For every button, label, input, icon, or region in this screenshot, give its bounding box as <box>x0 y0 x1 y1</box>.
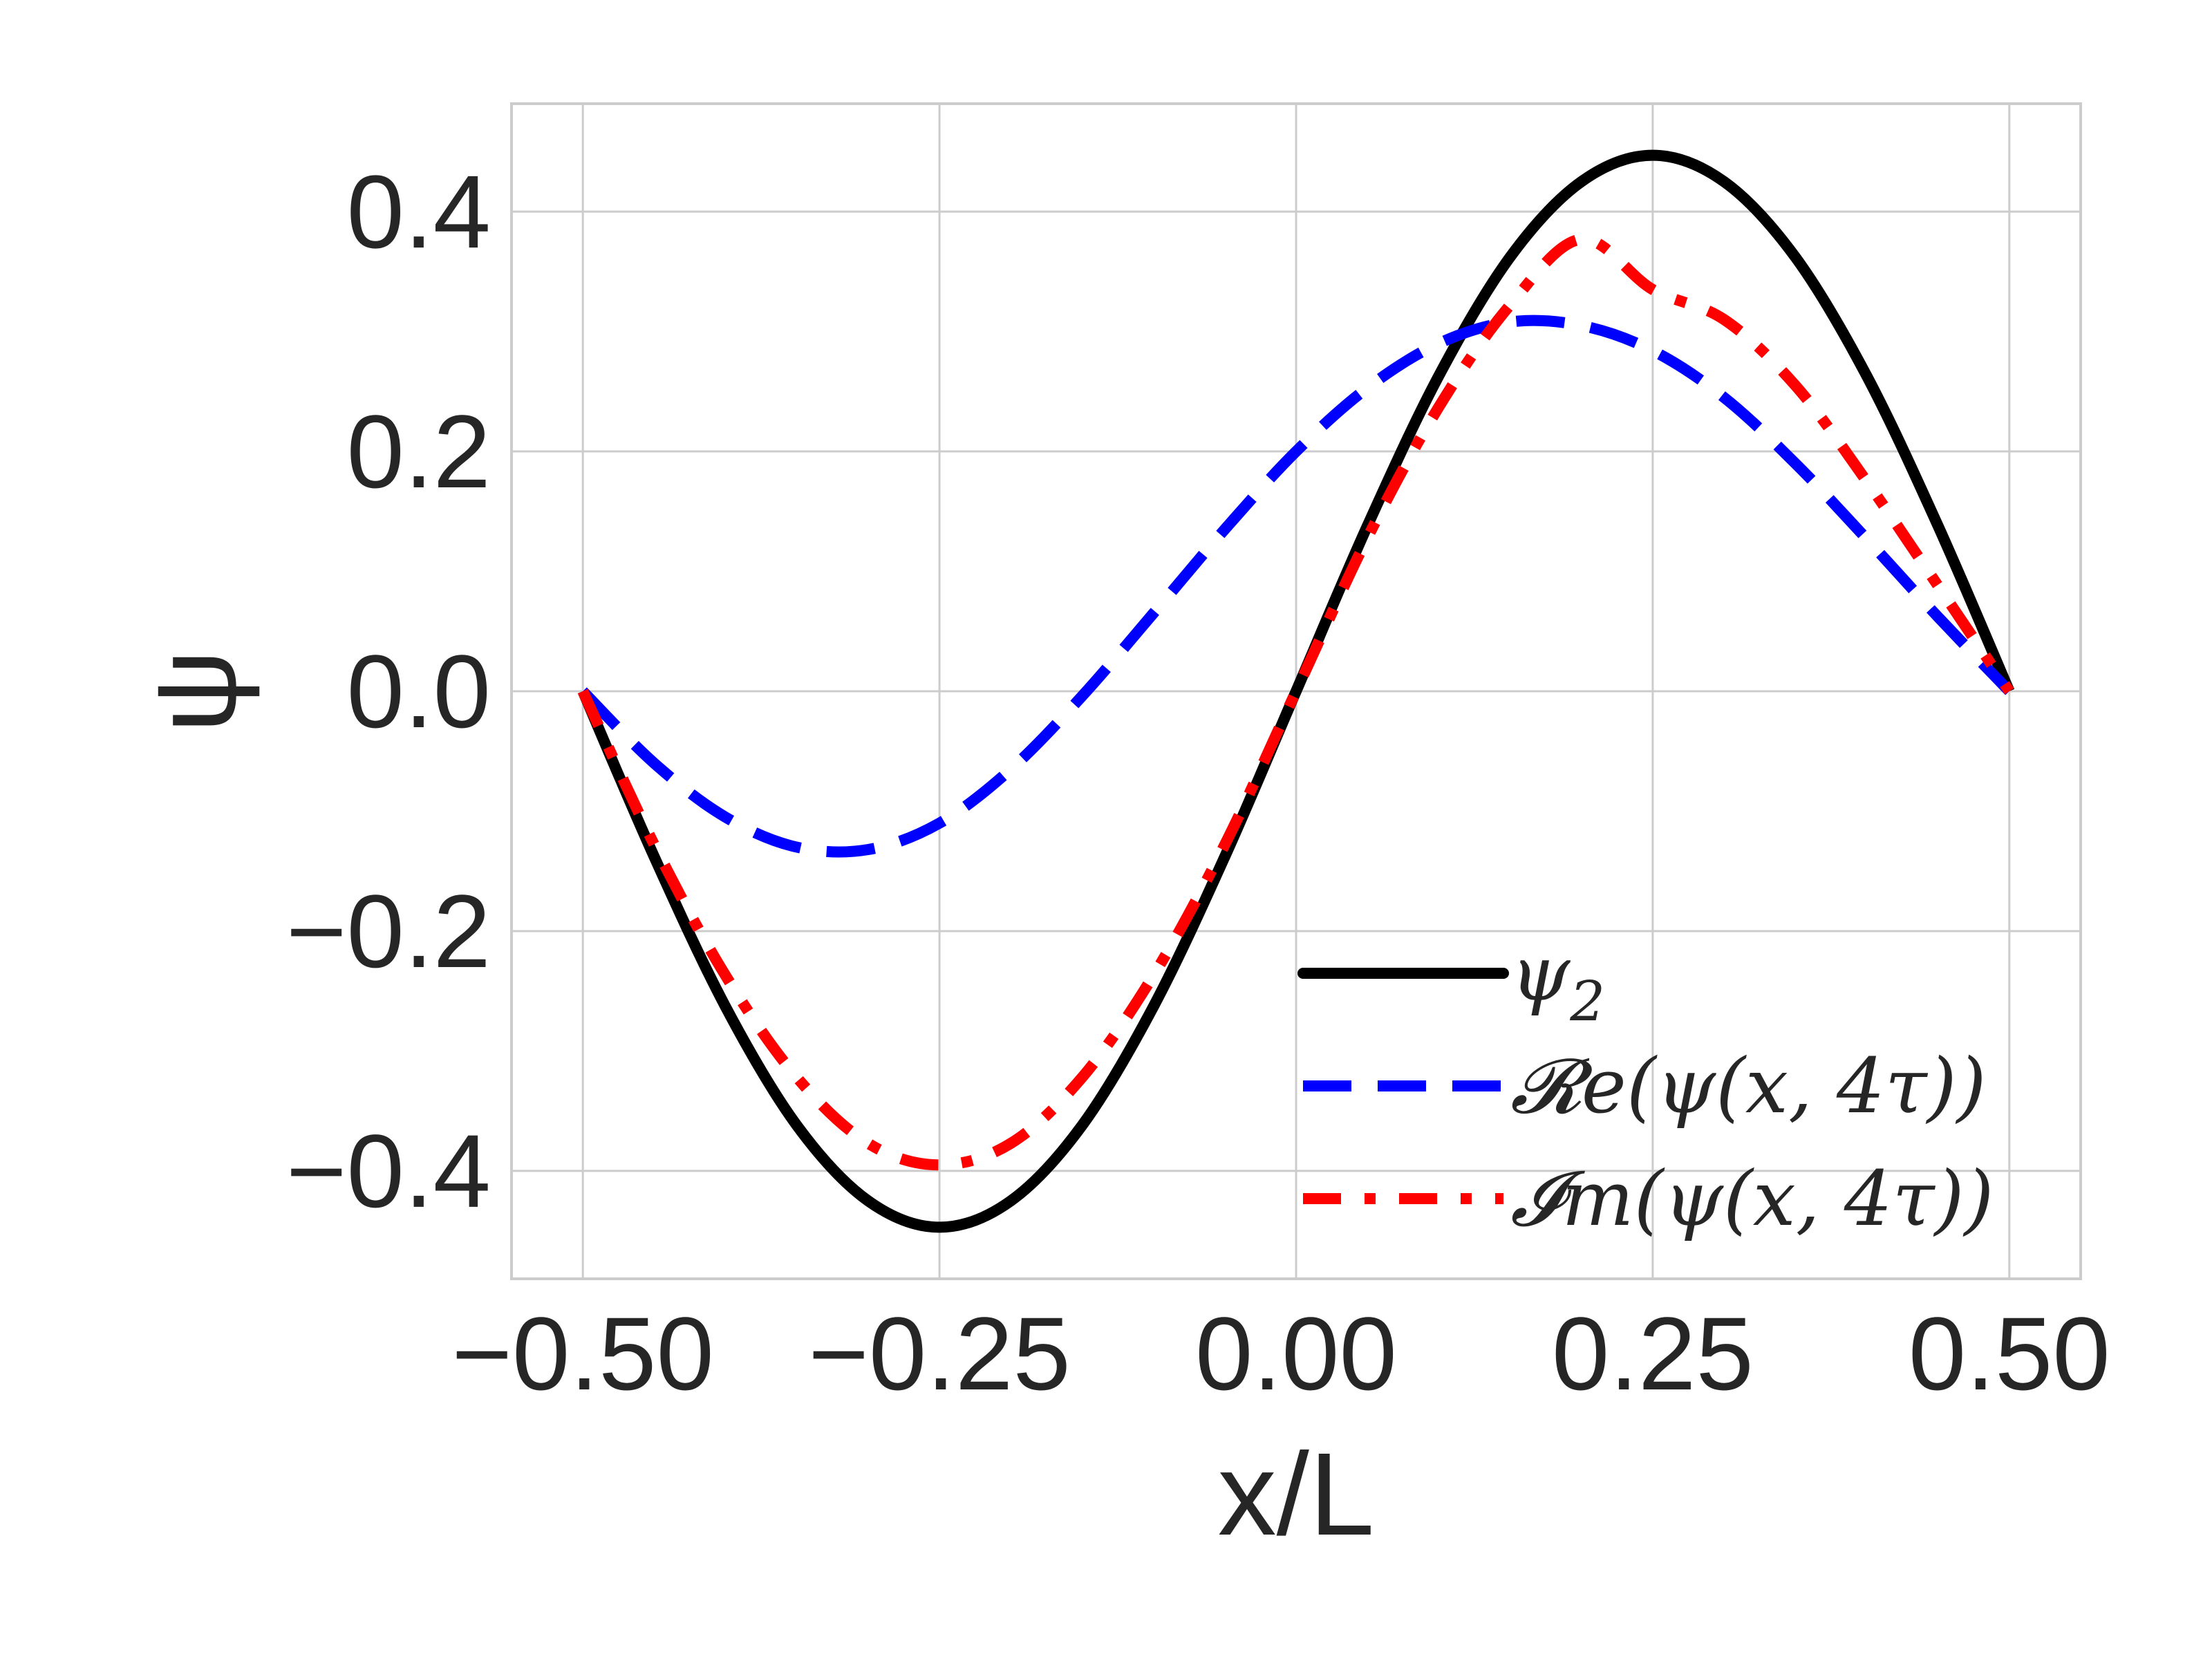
series-line-0 <box>577 149 2015 1233</box>
legend: ψ2 𝓡e(ψ(x, 4τ)) 𝓘m(ψ(x, 4τ)) <box>1297 929 1994 1243</box>
x-tick-label: 0.00 <box>1195 1295 1397 1412</box>
series-line-1 <box>579 315 2014 858</box>
y-axis-title: ψ <box>129 649 261 733</box>
x-tick-label: −0.25 <box>808 1295 1071 1412</box>
plot-frame <box>510 102 2082 1280</box>
legend-label-0: ψ2 <box>1510 929 1605 1033</box>
legend-label-1: 𝓡e(ψ(x, 4τ)) <box>1510 1042 1987 1130</box>
y-tick-label: −0.4 <box>286 1113 491 1229</box>
series-layer <box>577 149 2015 1233</box>
y-tick-label: −0.2 <box>286 873 491 989</box>
legend-label-2: 𝓘m(ψ(x, 4τ)) <box>1510 1154 1994 1243</box>
y-tick-labels: −0.4 −0.2 0.0 0.2 0.4 <box>286 153 491 1229</box>
y-tick-label: 0.0 <box>346 633 491 749</box>
x-tick-label: −0.50 <box>451 1295 714 1412</box>
y-tick-label: 0.2 <box>346 393 491 509</box>
x-tick-label: 0.50 <box>1909 1295 2110 1412</box>
x-tick-labels: −0.50 −0.25 0.00 0.25 0.50 <box>451 1295 2110 1412</box>
y-tick-label: 0.4 <box>346 153 491 270</box>
x-axis-title: x/L <box>1218 1429 1375 1560</box>
x-tick-label: 0.25 <box>1552 1295 1754 1412</box>
